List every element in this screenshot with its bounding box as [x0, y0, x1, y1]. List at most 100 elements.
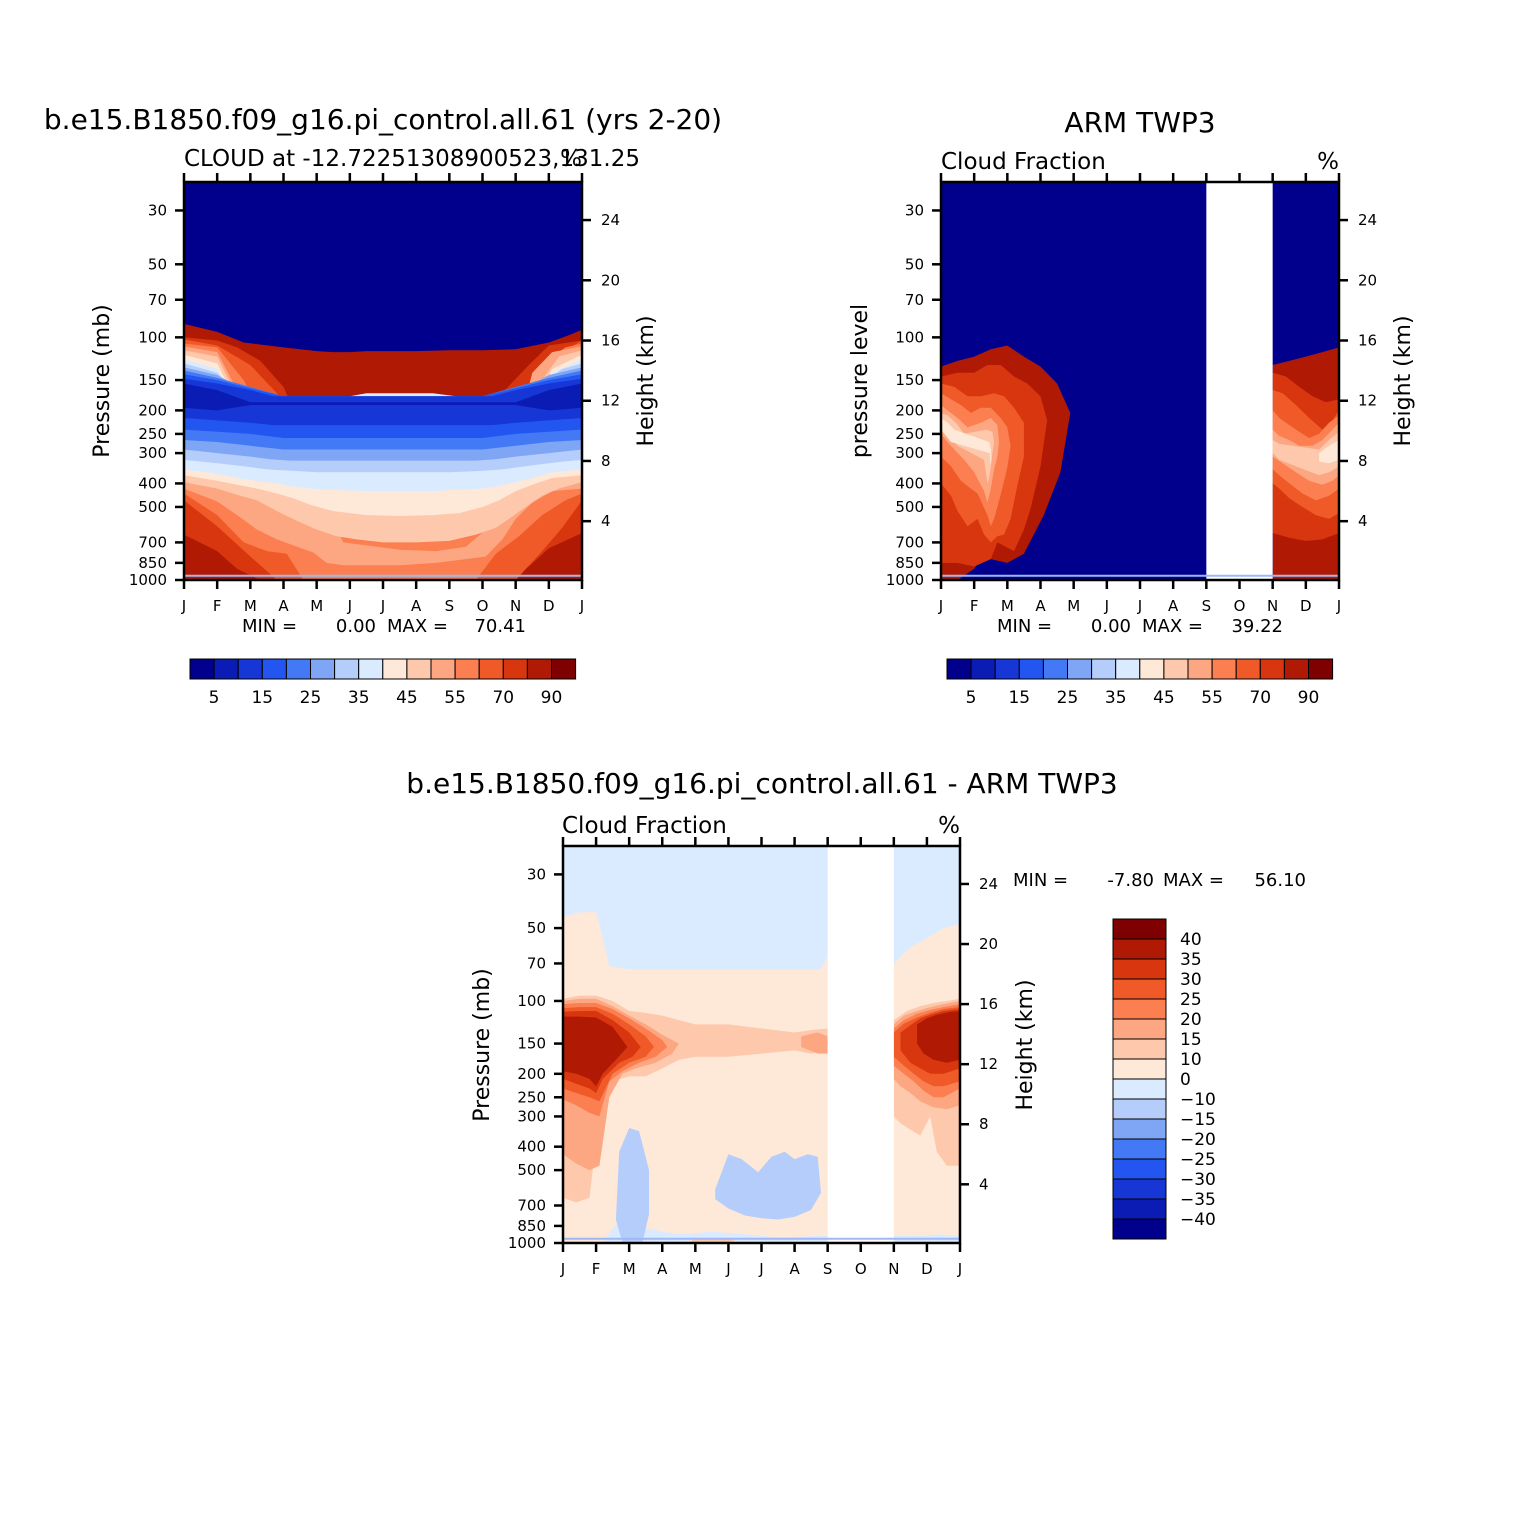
colorbar-box — [237, 658, 263, 680]
colorbar-box — [1115, 658, 1141, 680]
colorbar-label: 35 — [348, 688, 370, 708]
colorbar-box — [213, 658, 239, 680]
contour-layer — [563, 846, 960, 1243]
pressure-tick-label: 150 — [138, 371, 167, 389]
height-tick-label: 8 — [1358, 452, 1368, 470]
height-tick-label: 24 — [601, 211, 620, 229]
height-tick-label: 16 — [979, 995, 998, 1013]
colorbar-box — [430, 658, 456, 680]
height-tick-label: 8 — [979, 1115, 989, 1133]
contour-layer — [941, 182, 1339, 580]
panel-obs-colorbar: 5 15 25 35 45 55 70 90 — [946, 658, 1334, 708]
colorbar-box — [1042, 658, 1069, 680]
colorbar-box — [189, 658, 215, 680]
colorbar-box — [1112, 1078, 1167, 1100]
panel-obs-min-label: MIN = — [997, 616, 1052, 637]
panel-diff-ylabel-right: Height (km) — [1013, 979, 1038, 1110]
colorbar-label: 35 — [1105, 688, 1127, 708]
colorbar-box — [454, 658, 480, 680]
month-tick-label: O — [1234, 597, 1246, 615]
pressure-tick-label: 150 — [517, 1035, 546, 1053]
colorbar-box — [1112, 1198, 1167, 1220]
panel-obs-subtitle-left: Cloud Fraction — [941, 149, 1106, 175]
month-tick-label: F — [213, 597, 222, 615]
height-tick-label: 4 — [601, 512, 611, 530]
colorbar-label: 25 — [1057, 688, 1079, 708]
month-tick-label: J — [380, 597, 385, 615]
colorbar-label: 5 — [209, 688, 220, 708]
contour-band — [563, 1016, 628, 1087]
colorbar-label: −40 — [1180, 1210, 1216, 1230]
pressure-tick-label: 400 — [138, 474, 167, 492]
contour-band — [917, 1011, 960, 1063]
colorbar-box — [1112, 1098, 1167, 1120]
colorbar-box — [382, 658, 408, 680]
panel-diff-min-label: MIN = — [1013, 870, 1068, 891]
month-tick-label: O — [477, 597, 489, 615]
colorbar-label: 90 — [1298, 688, 1320, 708]
colorbar-box — [1211, 658, 1237, 680]
height-tick-label: 12 — [979, 1055, 998, 1073]
contour-band — [1319, 440, 1339, 464]
colorbar-box — [551, 658, 577, 680]
colorbar-label: −35 — [1180, 1190, 1216, 1210]
pressure-tick-label: 30 — [148, 201, 167, 219]
colorbar-label: −20 — [1180, 1130, 1216, 1150]
colorbar-label: −10 — [1180, 1090, 1216, 1110]
colorbar-box — [970, 658, 996, 680]
panel-obs-title: ARM TWP3 — [1064, 106, 1215, 139]
colorbar-box — [334, 658, 360, 680]
height-tick-label: 12 — [601, 392, 620, 410]
panel-model-min-label: MIN = — [242, 616, 297, 637]
pressure-tick-label: 150 — [895, 371, 924, 389]
colorbar-box — [358, 658, 384, 680]
colorbar-box — [1112, 978, 1167, 1000]
pressure-tick-label: 50 — [148, 255, 167, 273]
colorbar-box — [406, 658, 432, 680]
colorbar-box — [1112, 998, 1167, 1020]
month-tick-label: A — [657, 1260, 668, 1278]
colorbar-box — [1283, 658, 1310, 680]
month-tick-label: A — [278, 597, 289, 615]
height-tick-label: 4 — [1358, 512, 1368, 530]
pressure-tick-label: 70 — [148, 291, 167, 309]
panel-model-max-label: MAX = — [387, 616, 448, 637]
colorbar-box — [261, 658, 287, 680]
month-tick-label: A — [411, 597, 422, 615]
panel-diff: b.e15.B1850.f09_g16.pi_control.all.61 - … — [406, 767, 1306, 1278]
colorbar-label: −30 — [1180, 1170, 1216, 1190]
colorbar-box — [1259, 658, 1285, 680]
colorbar-label: 70 — [492, 688, 514, 708]
panel-obs-ylabel: pressure level — [848, 304, 873, 458]
colorbar-box — [1112, 1018, 1167, 1040]
pressure-tick-label: 50 — [905, 255, 924, 273]
colorbar-box — [310, 658, 336, 680]
pressure-tick-label: 200 — [138, 401, 167, 419]
panel-model-subtitle-right: % — [560, 146, 582, 172]
panel-model-subtitle-left: CLOUD at -12.72251308900523,131.25 — [184, 146, 640, 172]
panel-model-ylabel: Pressure (mb) — [90, 304, 115, 458]
month-tick-label: J — [1137, 597, 1142, 615]
missing-data-gap — [1206, 182, 1273, 580]
panel-model-stats: MIN = 0.00 MAX = 70.41 — [242, 616, 526, 637]
panel-obs: ARM TWP3 Cloud Fraction % J F M A M J J A S O N D J 3… — [848, 106, 1416, 708]
month-tick-label: S — [1202, 597, 1212, 615]
colorbar-label: 40 — [1180, 930, 1202, 950]
colorbar-label: 35 — [1180, 950, 1202, 970]
month-tick-label: J — [957, 1260, 962, 1278]
panel-model: b.e15.B1850.f09_g16.pi_control.all.61 (y… — [44, 103, 722, 708]
colorbar-label: 30 — [1180, 970, 1202, 990]
colorbar-box — [1091, 658, 1117, 680]
pressure-tick-label: 700 — [138, 533, 167, 551]
month-tick-label: M — [623, 1260, 636, 1278]
pressure-tick-label: 500 — [517, 1161, 546, 1179]
month-tick-label: N — [888, 1260, 899, 1278]
height-tick-label: 20 — [1358, 271, 1377, 289]
month-tick-label: N — [1267, 597, 1278, 615]
pressure-tick-label: 100 — [138, 328, 167, 346]
panel-obs-subtitle-right: % — [1317, 149, 1339, 175]
height-tick-label: 8 — [601, 452, 611, 470]
contour-band — [184, 383, 582, 411]
